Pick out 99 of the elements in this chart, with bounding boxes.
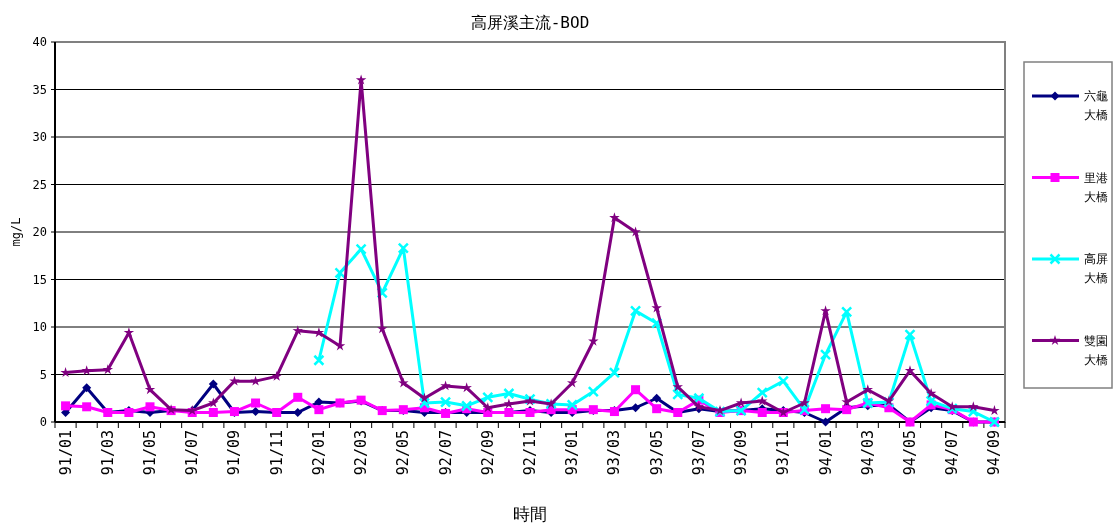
y-tick-label: 5 bbox=[39, 367, 47, 382]
point bbox=[631, 385, 641, 395]
point bbox=[652, 404, 662, 414]
point bbox=[651, 302, 662, 313]
point bbox=[439, 396, 452, 408]
x-tick-label: 92/05 bbox=[394, 430, 413, 476]
y-tick-label: 20 bbox=[32, 225, 47, 239]
point bbox=[144, 384, 156, 395]
x-tick-label: 93/09 bbox=[732, 430, 751, 476]
legend-label: 雙園大橋 bbox=[1084, 333, 1108, 367]
x-tick-label: 92/07 bbox=[436, 430, 455, 476]
point bbox=[821, 417, 831, 427]
y-tick-label: 30 bbox=[32, 130, 47, 144]
point bbox=[251, 407, 261, 417]
x-tick-label: 91/03 bbox=[98, 430, 117, 476]
y-tick-label: 15 bbox=[32, 272, 47, 287]
point bbox=[208, 379, 218, 389]
point bbox=[293, 392, 303, 402]
point bbox=[418, 397, 431, 409]
point bbox=[397, 242, 410, 254]
point bbox=[862, 384, 874, 395]
point bbox=[652, 393, 662, 403]
y-tick-label: 0 bbox=[39, 415, 47, 429]
legend-label: 高屏大橋 bbox=[1084, 252, 1108, 285]
point bbox=[102, 364, 114, 375]
point bbox=[355, 243, 367, 255]
x-tick-label: 94/07 bbox=[943, 430, 962, 476]
point bbox=[566, 399, 578, 411]
point bbox=[821, 404, 831, 414]
point bbox=[460, 400, 473, 412]
point bbox=[482, 391, 494, 404]
point bbox=[61, 401, 71, 411]
y-tick-label: 40 bbox=[32, 35, 47, 49]
point bbox=[968, 401, 979, 412]
point bbox=[672, 381, 684, 392]
point bbox=[355, 74, 367, 85]
point bbox=[398, 377, 409, 388]
point bbox=[630, 226, 641, 237]
legend-label: 六龜大橋 bbox=[1084, 89, 1108, 122]
point bbox=[608, 366, 621, 379]
point bbox=[314, 397, 324, 407]
point bbox=[587, 385, 600, 398]
x-tick-label: 93/05 bbox=[647, 430, 666, 476]
x-tick-label: 91/01 bbox=[56, 430, 75, 476]
x-tick-label: 94/03 bbox=[858, 430, 877, 476]
legend-label: 里港大橋 bbox=[1084, 170, 1108, 204]
point bbox=[609, 212, 620, 223]
x-tick-label: 93/03 bbox=[605, 430, 624, 476]
point bbox=[229, 375, 240, 386]
x-axis-title: 時間 bbox=[513, 504, 547, 524]
x-tick-label: 93/01 bbox=[563, 430, 582, 476]
x-tick-label: 93/07 bbox=[689, 430, 708, 476]
point bbox=[313, 354, 325, 366]
point bbox=[503, 387, 515, 400]
point bbox=[757, 408, 767, 417]
point bbox=[925, 388, 937, 398]
x-tick-label: 94/05 bbox=[901, 430, 919, 476]
y-tick-label: 35 bbox=[32, 82, 47, 97]
point bbox=[904, 328, 916, 341]
point bbox=[735, 397, 747, 408]
point bbox=[840, 306, 853, 318]
point bbox=[81, 365, 92, 376]
x-tick-label: 92/03 bbox=[352, 430, 371, 476]
y-axis-title: mg/L bbox=[9, 217, 23, 247]
point bbox=[251, 398, 261, 408]
point bbox=[208, 408, 218, 417]
x-tick-label: 92/11 bbox=[521, 430, 539, 476]
point bbox=[293, 408, 303, 417]
x-tick-label: 94/09 bbox=[985, 430, 1004, 476]
point bbox=[82, 402, 92, 412]
point bbox=[631, 403, 641, 413]
point bbox=[82, 383, 92, 393]
x-tick-label: 91/07 bbox=[183, 430, 202, 476]
point bbox=[440, 380, 451, 391]
y-tick-label: 10 bbox=[32, 320, 47, 334]
x-tick-label: 93/11 bbox=[774, 430, 793, 476]
x-tick-label: 94/01 bbox=[816, 430, 835, 476]
point bbox=[123, 327, 135, 338]
point bbox=[756, 395, 768, 406]
point bbox=[314, 405, 324, 415]
point bbox=[419, 392, 430, 403]
point bbox=[629, 305, 642, 317]
point bbox=[566, 377, 578, 388]
point bbox=[292, 325, 304, 336]
x-tick-label: 91/11 bbox=[267, 430, 286, 476]
x-tick-label: 92/09 bbox=[478, 430, 497, 476]
x-tick-label: 92/01 bbox=[309, 430, 328, 476]
point bbox=[145, 402, 155, 412]
point bbox=[756, 386, 768, 399]
point bbox=[820, 305, 831, 316]
point bbox=[925, 395, 937, 407]
point bbox=[208, 397, 219, 408]
chart-title: 高屏溪主流-BOD bbox=[470, 13, 590, 32]
point bbox=[777, 375, 790, 387]
x-tick-label: 91/09 bbox=[225, 430, 244, 476]
x-tick-label: 91/05 bbox=[141, 430, 159, 476]
point bbox=[819, 348, 832, 361]
point bbox=[271, 370, 282, 381]
y-tick-label: 25 bbox=[32, 177, 47, 192]
